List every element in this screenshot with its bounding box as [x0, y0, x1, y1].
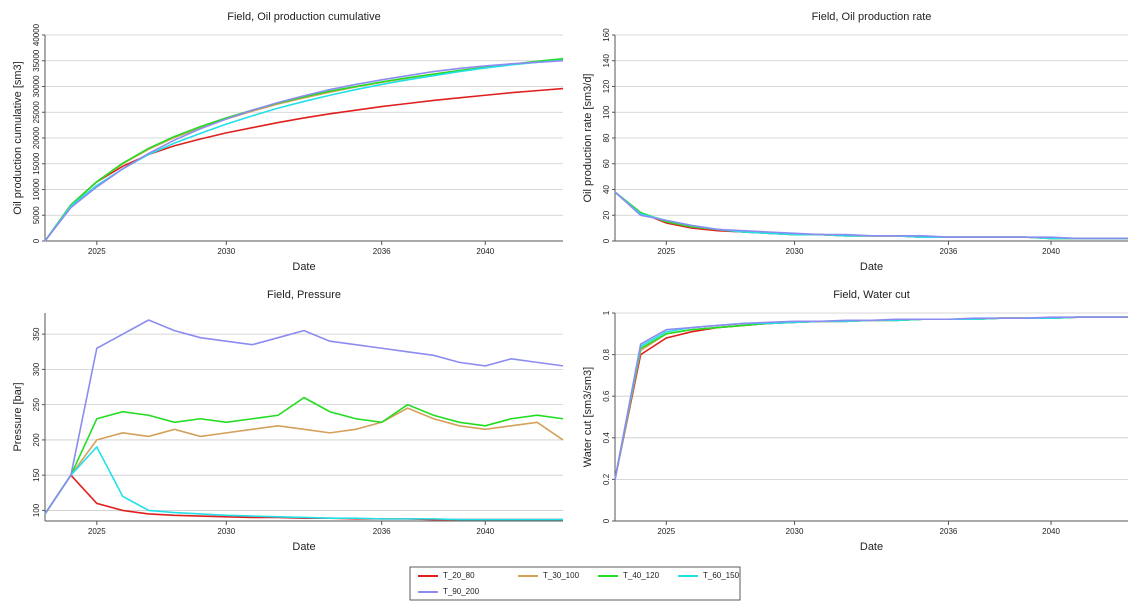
y-tick-label: 120: [602, 79, 611, 93]
y-tick-label: 1: [602, 310, 611, 315]
series-line: [614, 316, 1128, 480]
x-tick-label: 2036: [373, 527, 391, 536]
chart-title: Field, Water cut: [833, 289, 910, 301]
y-tick-label: 0: [602, 518, 611, 523]
y-tick-label: 10000: [32, 178, 41, 201]
y-tick-label: 0.6: [602, 390, 611, 402]
x-tick-label: 2025: [657, 527, 675, 536]
y-tick-label: 15000: [32, 152, 41, 175]
series-line: [44, 59, 564, 242]
x-tick-label: 2040: [1042, 247, 1060, 256]
y-tick-label: 350: [32, 327, 41, 341]
x-tick-label: 2025: [88, 527, 106, 536]
y-tick-label: 0.8: [602, 348, 611, 360]
y-tick-label: 150: [32, 468, 41, 482]
y-tick-label: 35000: [32, 49, 41, 72]
x-tick-label: 2036: [940, 527, 958, 536]
series-line: [614, 316, 1128, 480]
series-line: [614, 316, 1128, 480]
series-line: [44, 407, 564, 515]
y-tick-label: 0.2: [602, 473, 611, 485]
y-tick-label: 40000: [32, 23, 41, 46]
legend-box: [409, 566, 741, 601]
y-tick-label: 40: [602, 185, 611, 194]
legend-label: T_20_80: [443, 571, 475, 580]
x-tick-label: 2030: [217, 247, 235, 256]
series-line: [614, 316, 1128, 480]
series-line: [44, 57, 564, 242]
y-tick-label: 160: [602, 28, 611, 42]
y-axis-label: Oil production cumulative [sm3]: [12, 61, 24, 214]
series-line: [44, 87, 564, 242]
y-tick-label: 80: [602, 133, 611, 142]
y-tick-label: 300: [32, 362, 41, 376]
y-tick-label: 0.4: [602, 432, 611, 444]
chart-title: Field, Oil production rate: [812, 11, 932, 23]
y-tick-label: 5000: [32, 206, 41, 224]
y-tick-label: 100: [602, 105, 611, 119]
y-tick-label: 0: [32, 238, 41, 243]
y-tick-label: 20000: [32, 126, 41, 149]
x-tick-label: 2025: [657, 247, 675, 256]
x-tick-label: 2040: [476, 247, 494, 256]
x-tick-label: 2030: [786, 527, 804, 536]
legend-label: T_90_200: [443, 587, 480, 596]
x-axis-label: Date: [860, 261, 883, 273]
x-tick-label: 2030: [217, 527, 235, 536]
y-axis-label: Water cut [sm3/sm3]: [582, 367, 594, 467]
y-tick-label: 200: [32, 433, 41, 447]
x-tick-label: 2030: [786, 247, 804, 256]
series-line: [44, 59, 564, 242]
y-axis-label: Pressure [bar]: [12, 382, 24, 451]
y-tick-label: 60: [602, 159, 611, 168]
series-line: [44, 445, 563, 521]
legend-label: T_60_150: [703, 571, 740, 580]
chart-title: Field, Pressure: [267, 289, 341, 301]
x-tick-label: 2036: [940, 247, 958, 256]
y-tick-label: 30000: [32, 75, 41, 98]
series-line: [44, 473, 563, 521]
x-tick-label: 2036: [373, 247, 391, 256]
x-axis-label: Date: [292, 261, 315, 273]
y-axis-label: Oil production rate [sm3/d]: [582, 73, 594, 202]
chart-title: Field, Oil production cumulative: [227, 11, 380, 23]
y-tick-label: 250: [32, 397, 41, 411]
y-tick-label: 0: [602, 238, 611, 243]
x-tick-label: 2040: [1042, 527, 1060, 536]
y-tick-label: 25000: [32, 101, 41, 124]
series-line: [44, 319, 564, 515]
y-tick-label: 140: [602, 54, 611, 68]
y-tick-label: 20: [602, 210, 611, 219]
y-tick-label: 100: [32, 503, 41, 517]
series-line: [614, 191, 1128, 240]
series-line: [44, 396, 564, 515]
x-axis-label: Date: [292, 541, 315, 553]
legend-label: T_40_120: [623, 571, 660, 580]
x-tick-label: 2025: [88, 247, 106, 256]
x-tick-label: 2040: [476, 527, 494, 536]
series-line: [614, 316, 1128, 480]
x-axis-label: Date: [860, 541, 883, 553]
legend-label: T_30_100: [543, 571, 580, 580]
